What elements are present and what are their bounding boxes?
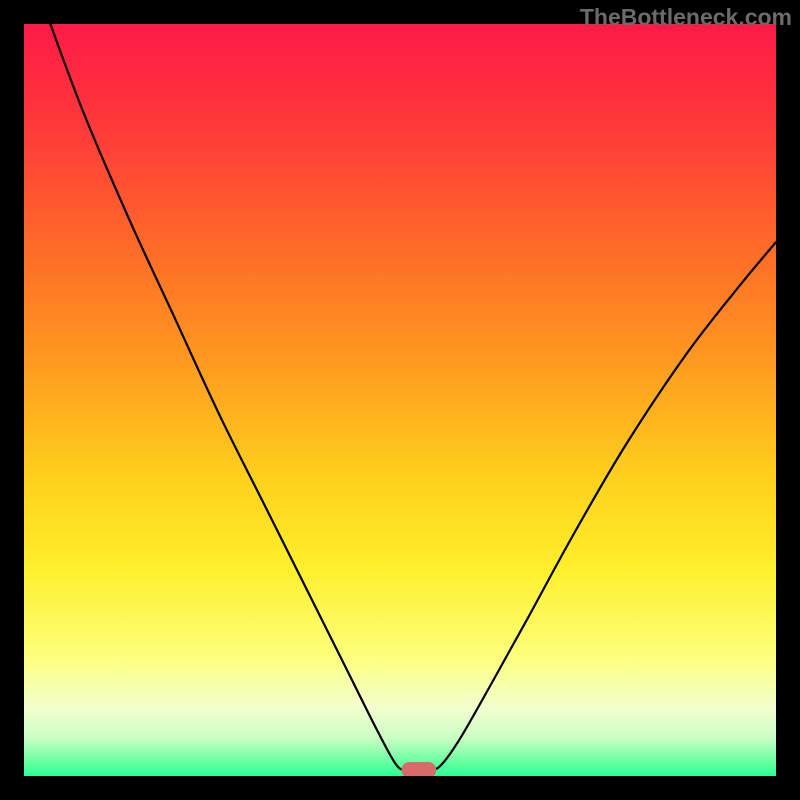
optimal-marker bbox=[402, 762, 436, 777]
chart-background bbox=[24, 24, 776, 776]
chart-svg bbox=[0, 0, 800, 800]
bottleneck-chart: TheBottleneck.com bbox=[0, 0, 800, 800]
